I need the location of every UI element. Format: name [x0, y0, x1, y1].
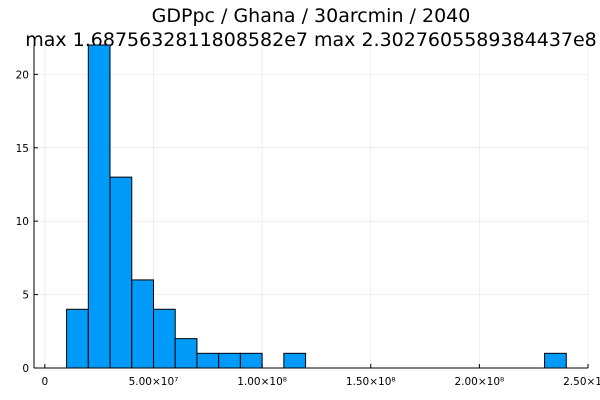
axes: [33, 45, 589, 369]
tick-labels: 0 5.00×10⁷ 1.00×10⁸ 1.50×10⁸ 2.00×10⁸ 2.50×1 0…: [16, 69, 600, 388]
chart-title-line-1: GDPpc / Ghana / 30arcmin / 2040: [152, 5, 471, 27]
histogram-bar: [239, 352, 263, 369]
histogram-bar: [131, 279, 154, 369]
histogram-bars: [66, 44, 567, 369]
x-tick-label: 2.50×10⁸: [563, 376, 600, 388]
y-tick-label: 20: [16, 69, 29, 81]
y-tick-label: 10: [16, 216, 29, 228]
histogram-bar: [544, 352, 567, 369]
x-tick-label: 1.00×10⁸: [237, 376, 287, 388]
x-tick-label: 5.00×10⁷: [129, 376, 179, 388]
histogram-bar: [218, 352, 241, 369]
histogram-bar: [174, 338, 198, 369]
y-tick-label: 0: [22, 363, 29, 375]
histogram-bar: [283, 352, 307, 369]
x-tick-label: 1.50×10⁸: [346, 376, 396, 388]
histogram-bar: [196, 352, 220, 369]
histogram-bar: [87, 44, 111, 369]
y-tick-label: 15: [16, 143, 29, 155]
y-tick-label: 5: [22, 290, 29, 302]
x-tick-label: 0: [42, 376, 49, 388]
x-tick-label: 2.00×10⁸: [454, 376, 504, 388]
histogram-bar: [66, 308, 89, 369]
histogram-bar: [152, 308, 176, 369]
histogram-bar: [109, 176, 133, 369]
chart-title-line-2: max 1.6875632811808582e7 max 2.302760558…: [25, 29, 597, 51]
